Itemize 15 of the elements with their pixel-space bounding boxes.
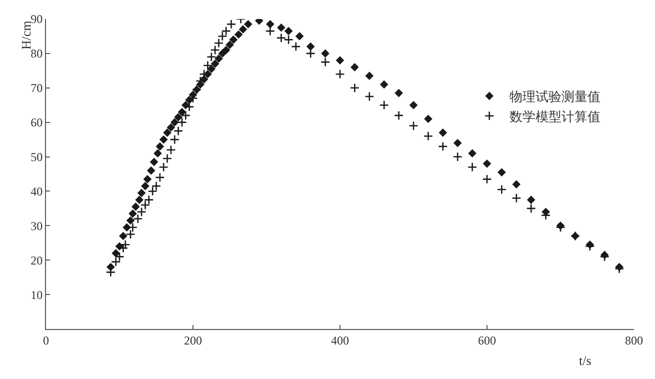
y-tick-label: 60 [30,116,43,130]
legend-label: 数学模型计算值 [509,108,600,124]
legend-label: 物理试验测量值 [509,89,600,104]
y-tick-label: 30 [30,218,43,233]
y-tick-label: 40 [30,184,43,198]
x-tick-label: 400 [331,333,349,348]
x-tick-label: 600 [478,333,496,348]
y-tick-label: 10 [30,288,43,302]
x-axis-title: t/s [579,353,592,368]
y-tick-label: 50 [30,150,43,164]
y-tick-label: 20 [30,253,43,268]
y-tick-label: 70 [30,81,43,96]
x-tick-label: 800 [625,333,643,348]
x-tick-label: 200 [184,333,202,348]
x-tick-label: 0 [43,333,49,348]
